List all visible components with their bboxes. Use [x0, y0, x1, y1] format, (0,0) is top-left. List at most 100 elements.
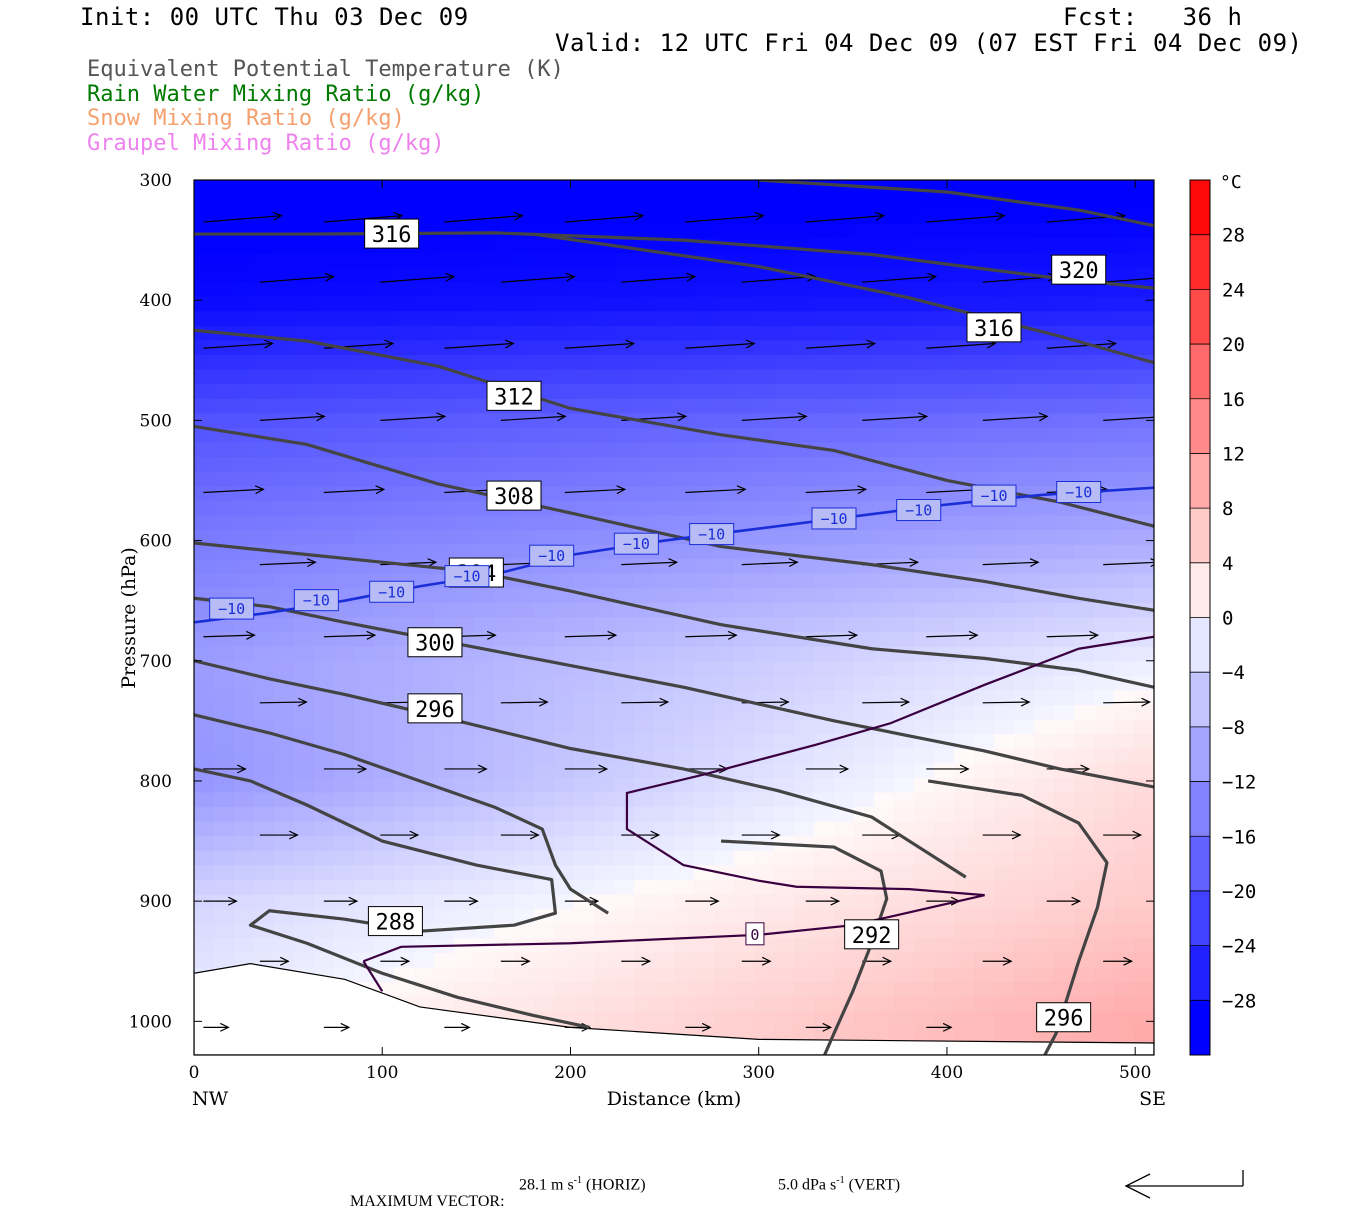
- field-cell: [474, 325, 495, 342]
- field-cell: [934, 530, 955, 546]
- field-cell: [314, 719, 335, 735]
- field-cell: [514, 238, 535, 254]
- field-cell: [274, 617, 295, 633]
- field-cell: [734, 734, 755, 750]
- field-cell: [1134, 719, 1154, 735]
- field-cell: [514, 355, 535, 371]
- field-cell: [754, 763, 775, 779]
- wind-arrowhead: [340, 1022, 351, 1032]
- field-cell: [214, 792, 235, 808]
- colorbar-tick-label: −24: [1222, 936, 1256, 958]
- field-cell: [1114, 471, 1135, 487]
- field-cell: [554, 209, 575, 225]
- field-cell: [734, 880, 755, 896]
- field-cell: [194, 821, 215, 837]
- field-cell: [614, 311, 635, 327]
- isotherm-minus10-label-box: [529, 544, 575, 567]
- field-cell: [374, 544, 395, 560]
- field-cell: [634, 486, 655, 502]
- field-cell: [994, 559, 1015, 575]
- field-cell: [614, 982, 635, 998]
- wind-arrowhead: [460, 1022, 471, 1032]
- field-cell: [1114, 457, 1135, 473]
- field-cell: [614, 632, 635, 648]
- field-cell: [1094, 836, 1115, 852]
- field-cell: [714, 967, 735, 983]
- field-cell: [1014, 894, 1035, 910]
- field-cell: [214, 457, 235, 473]
- field-cell: [934, 223, 955, 239]
- field-cell: [834, 1025, 855, 1042]
- field-cell: [334, 369, 355, 385]
- field-cell: [274, 515, 295, 531]
- field-cell: [534, 588, 555, 604]
- field-cell: [754, 486, 775, 502]
- field-cell: [414, 719, 435, 735]
- field-cell: [554, 763, 575, 779]
- field-cell: [734, 705, 755, 721]
- field-cell: [1094, 996, 1115, 1012]
- field-cell: [254, 836, 275, 852]
- field-cell: [794, 982, 815, 998]
- field-cell: [234, 690, 255, 706]
- field-cell: [754, 369, 775, 385]
- field-cell: [534, 194, 555, 210]
- field-cell: [474, 180, 495, 196]
- wind-arrow: [982, 415, 1048, 421]
- contour-label-box: [364, 218, 420, 249]
- field-cell: [1074, 384, 1095, 400]
- field-cell: [834, 296, 855, 312]
- field-cell: [874, 777, 895, 794]
- field-cell: [1114, 238, 1135, 254]
- field-cell: [254, 267, 275, 283]
- field-cell: [794, 209, 815, 225]
- field-cell: [294, 325, 315, 342]
- field-cell: [694, 836, 715, 852]
- field-cell: [274, 661, 295, 677]
- field-cell: [1094, 675, 1115, 692]
- field-cell: [634, 427, 655, 444]
- wind-arrow: [805, 488, 866, 494]
- field-cell: [234, 252, 255, 269]
- field-cell: [1054, 734, 1075, 750]
- field-cell: [694, 952, 715, 969]
- field-cell: [1054, 894, 1075, 910]
- field-cell: [1014, 909, 1035, 925]
- wind-arrow: [741, 275, 816, 283]
- field-cell: [374, 398, 395, 414]
- field-cell: [874, 982, 895, 998]
- field-cell: [734, 763, 755, 779]
- colorbar-tick-label: −28: [1222, 990, 1256, 1012]
- field-cell: [754, 588, 775, 604]
- field-cell: [854, 982, 875, 998]
- field-cell: [414, 588, 435, 604]
- field-cell: [734, 442, 755, 458]
- field-cell: [854, 398, 875, 414]
- field-cell: [834, 471, 855, 487]
- field-cell: [234, 646, 255, 662]
- wind-arrow: [982, 701, 1030, 704]
- field-cell: [474, 442, 495, 458]
- field-cell: [654, 865, 675, 881]
- field-cell: [294, 661, 315, 677]
- field-cell: [334, 471, 355, 487]
- field-cell: [494, 296, 515, 312]
- field-cell: [494, 267, 515, 283]
- wind-arrowhead: [477, 764, 488, 774]
- field-cell: [534, 880, 555, 896]
- field-cell: [854, 1025, 875, 1042]
- field-cell: [294, 340, 315, 356]
- field-cell: [994, 340, 1015, 356]
- field-cell: [254, 705, 275, 721]
- field-cell: [1134, 486, 1154, 502]
- field-cell: [594, 646, 615, 662]
- field-cell: [314, 661, 335, 677]
- field-cell: [1074, 530, 1095, 546]
- field-cell: [374, 252, 395, 269]
- field-cell: [674, 209, 695, 225]
- field-cell: [854, 602, 875, 619]
- field-cell: [574, 442, 595, 458]
- field-cell: [434, 311, 455, 327]
- field-cell: [694, 194, 715, 210]
- field-cell: [394, 821, 415, 837]
